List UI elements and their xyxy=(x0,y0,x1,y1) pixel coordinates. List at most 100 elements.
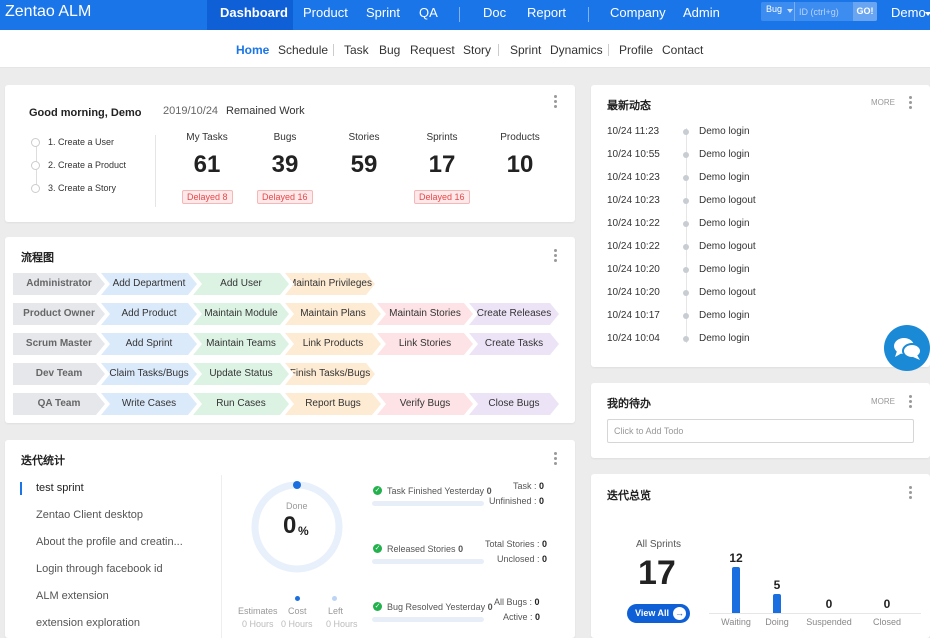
more-vertical-icon[interactable] xyxy=(554,249,557,262)
chat-bubbles-icon xyxy=(894,338,922,360)
timeline-line xyxy=(686,128,687,343)
chat-button[interactable] xyxy=(884,325,930,371)
nav-divider xyxy=(588,7,589,22)
flow-step[interactable]: Link Products xyxy=(285,333,381,355)
stat-value: 59 xyxy=(350,151,378,178)
sprint-list-item[interactable]: test sprint xyxy=(36,482,84,494)
flow-role: Scrum Master xyxy=(13,333,105,355)
stat-sprints[interactable]: Sprints 17 xyxy=(407,132,477,179)
more-link[interactable]: MORE xyxy=(871,397,895,406)
chart-category-label: Closed xyxy=(872,617,901,627)
subnav-home[interactable]: Home xyxy=(236,43,270,57)
estimates-label: Estimates xyxy=(238,606,278,616)
flow-step[interactable]: Update Status xyxy=(193,363,289,385)
sprint-list-item[interactable]: extension exploration xyxy=(36,617,140,629)
subnav-bug[interactable]: Bug xyxy=(379,43,401,57)
more-vertical-icon[interactable] xyxy=(554,95,557,108)
estimates-value: 0 Hours xyxy=(242,619,274,629)
total-stories-count: Total Stories : 0 xyxy=(485,539,548,549)
flow-role: Administrator xyxy=(13,273,105,295)
subnav-schedule[interactable]: Schedule xyxy=(278,43,329,57)
flow-step[interactable]: Run Cases xyxy=(193,393,289,415)
nav-report[interactable]: Report xyxy=(527,5,567,20)
sprint-list-item[interactable]: Login through facebook id xyxy=(36,563,163,575)
sprint-list-item[interactable]: About the profile and creatin... xyxy=(36,536,183,548)
flow-step[interactable]: Add Sprint xyxy=(101,333,197,355)
nav-sprint[interactable]: Sprint xyxy=(366,5,400,20)
active-count: Active : 0 xyxy=(503,612,541,622)
delayed-badge[interactable]: Delayed 16 xyxy=(257,190,313,204)
chart-category-label: Waiting xyxy=(721,617,751,627)
flow-step[interactable]: Verify Bugs xyxy=(377,393,473,415)
stat-bugs[interactable]: Bugs 39 xyxy=(250,132,320,179)
subnav-profile[interactable]: Profile xyxy=(619,43,654,57)
flow-step[interactable]: Add Department xyxy=(101,273,197,295)
nav-dashboard[interactable]: Dashboard xyxy=(220,5,288,20)
user-menu[interactable]: Demo xyxy=(891,5,926,20)
flow-step[interactable]: Add Product xyxy=(101,303,197,325)
stat-products[interactable]: Products 10 xyxy=(485,132,555,179)
released-stories-label: Released Stories 0 xyxy=(387,544,464,554)
brand-logo[interactable]: Zentao ALM xyxy=(5,3,92,20)
flow-step[interactable]: Close Bugs xyxy=(469,393,559,415)
stat-stories[interactable]: Stories 59 xyxy=(329,132,399,179)
more-vertical-icon[interactable] xyxy=(909,395,912,408)
subnav-sprint[interactable]: Sprint xyxy=(510,43,542,57)
search-input[interactable] xyxy=(794,2,852,21)
flow-step[interactable]: Write Cases xyxy=(101,393,197,415)
flow-step[interactable]: Report Bugs xyxy=(285,393,381,415)
greeting-text: Good morning, Demo xyxy=(29,107,142,119)
flow-step[interactable]: Maintain Plans xyxy=(285,303,381,325)
subnav-story[interactable]: Story xyxy=(463,43,492,57)
flow-step[interactable]: Create Tasks xyxy=(469,333,559,355)
nav-product[interactable]: Product xyxy=(303,5,348,20)
flow-role: Product Owner xyxy=(13,303,105,325)
stat-value: 10 xyxy=(506,151,534,178)
done-value: 0 xyxy=(283,512,297,539)
more-vertical-icon[interactable] xyxy=(909,96,912,109)
left-value: 0 Hours xyxy=(326,619,358,629)
welcome-card: Good morning, Demo 2019/10/24 Remained W… xyxy=(5,85,575,222)
search-go-button[interactable]: GO! xyxy=(853,2,877,21)
nav-doc[interactable]: Doc xyxy=(483,5,507,20)
flow-step[interactable]: Maintain Privileges xyxy=(285,273,375,295)
stat-my-tasks[interactable]: My Tasks 61 xyxy=(172,132,242,179)
flow-step[interactable]: Create Releases xyxy=(469,303,559,325)
active-indicator xyxy=(20,482,22,495)
flow-step[interactable]: Claim Tasks/Bugs xyxy=(101,363,197,385)
sprint-list-item[interactable]: ALM extension xyxy=(36,590,109,602)
nav-qa[interactable]: QA xyxy=(419,5,438,20)
nav-company[interactable]: Company xyxy=(610,5,666,20)
subnav-contact[interactable]: Contact xyxy=(662,43,704,57)
more-vertical-icon[interactable] xyxy=(554,452,557,465)
flow-step[interactable]: Maintain Stories xyxy=(377,303,473,325)
chevron-down-icon[interactable] xyxy=(925,12,930,16)
flow-step[interactable]: Add User xyxy=(193,273,289,295)
delayed-badge[interactable]: Delayed 16 xyxy=(414,190,470,204)
subnav-request[interactable]: Request xyxy=(410,43,455,57)
chart-bar-doing xyxy=(773,594,781,613)
flow-step[interactable]: Link Stories xyxy=(377,333,473,355)
more-link[interactable]: MORE xyxy=(871,98,895,107)
flow-step[interactable]: Maintain Module xyxy=(193,303,289,325)
card-title: 迭代统计 xyxy=(21,455,65,467)
stat-label: Bugs xyxy=(273,132,297,143)
subnav-task[interactable]: Task xyxy=(344,43,369,57)
chevron-down-icon[interactable] xyxy=(787,9,793,13)
add-todo-input[interactable] xyxy=(607,419,914,443)
more-vertical-icon[interactable] xyxy=(909,486,912,499)
check-circle-icon: ✓ xyxy=(373,544,382,553)
iteration-stats-card: 迭代统计 test sprint Zentao Client desktop A… xyxy=(5,440,575,638)
flow-step[interactable]: Maintain Teams xyxy=(193,333,289,355)
subnav-dynamics[interactable]: Dynamics xyxy=(550,43,603,57)
search-type-select[interactable]: Bug xyxy=(766,4,783,14)
arrow-right-icon: → xyxy=(673,607,686,620)
nav-admin[interactable]: Admin xyxy=(683,5,720,20)
flow-step[interactable]: Finish Tasks/Bugs xyxy=(285,363,375,385)
sprint-list-item[interactable]: Zentao Client desktop xyxy=(36,509,144,521)
dynamics-card: 最新动态 MORE xyxy=(591,85,930,367)
stat-value: 17 xyxy=(428,151,456,178)
view-all-button[interactable]: View All → xyxy=(627,604,690,623)
delayed-badge[interactable]: Delayed 8 xyxy=(182,190,233,204)
current-date: 2019/10/24 xyxy=(163,105,219,117)
